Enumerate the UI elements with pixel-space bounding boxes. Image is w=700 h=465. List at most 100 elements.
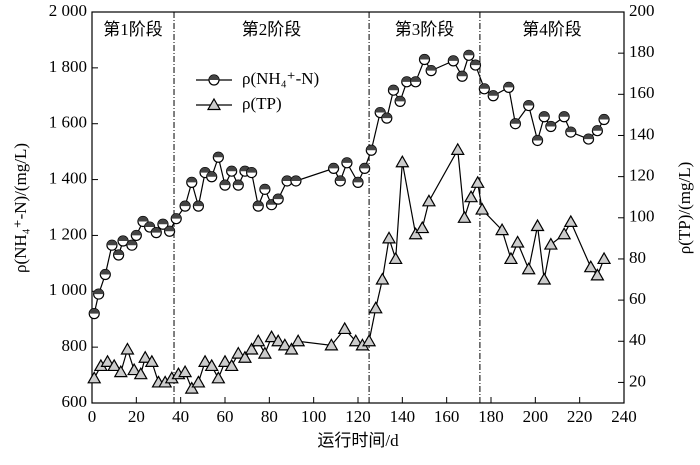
- data-point: [113, 364, 128, 378]
- y2-tick-label: 80: [629, 248, 646, 267]
- data-point: [133, 366, 148, 380]
- data-point: [447, 55, 459, 67]
- data-point: [410, 76, 422, 88]
- y2-axis-label: ρ(TP)/(mg/L): [675, 162, 694, 255]
- data-point: [381, 231, 397, 244]
- data-point: [126, 239, 138, 251]
- y2-tick-label: 100: [629, 207, 655, 226]
- data-point: [281, 175, 293, 187]
- y2-tick-label: 120: [629, 166, 655, 185]
- data-point: [545, 120, 557, 133]
- data-point: [388, 251, 403, 265]
- legend-marker: [206, 97, 222, 111]
- x-tick-label: 80: [261, 407, 278, 426]
- y2-tick-label: 140: [629, 124, 655, 143]
- series-line: [93, 53, 605, 314]
- data-point: [157, 218, 169, 230]
- data-point: [244, 342, 259, 355]
- y-tick-label: 1 000: [49, 280, 87, 299]
- data-point: [212, 151, 224, 163]
- data-point: [418, 53, 431, 66]
- data-point: [359, 162, 371, 174]
- data-point: [365, 144, 377, 156]
- data-point: [521, 262, 536, 275]
- legend-marker: [208, 74, 220, 86]
- data-point: [591, 125, 604, 137]
- data-point: [457, 210, 472, 223]
- data-point: [186, 176, 198, 188]
- data-point: [583, 259, 598, 273]
- data-point: [523, 99, 535, 112]
- y-tick-label: 800: [62, 336, 88, 355]
- data-point: [217, 354, 233, 367]
- y-tick-label: 1 200: [49, 224, 87, 243]
- data-point: [503, 81, 515, 94]
- data-point: [284, 342, 299, 355]
- data-point: [206, 171, 218, 183]
- data-point: [510, 235, 525, 248]
- data-point: [232, 179, 244, 191]
- data-point: [597, 251, 612, 265]
- y-tick-label: 2 000: [49, 1, 87, 20]
- x-tick-label: 240: [611, 407, 637, 426]
- y-tick-label: 1 600: [49, 113, 87, 132]
- data-point: [252, 200, 264, 212]
- data-point: [469, 59, 482, 71]
- legend-label: ρ(TP): [242, 94, 282, 113]
- data-point: [425, 65, 437, 77]
- data-point: [503, 251, 518, 265]
- data-point: [470, 175, 485, 188]
- data-point: [582, 133, 595, 145]
- y-tick-label: 600: [62, 392, 88, 411]
- data-point: [464, 190, 479, 203]
- phase-label: 第3阶段: [395, 20, 455, 39]
- data-point: [368, 301, 383, 314]
- data-point: [226, 165, 238, 177]
- data-point: [563, 214, 578, 228]
- data-point: [456, 70, 468, 82]
- data-point: [224, 358, 239, 372]
- data-point: [179, 200, 191, 212]
- data-point: [334, 175, 346, 187]
- data-point: [272, 193, 284, 205]
- data-point: [381, 112, 393, 124]
- x-axis-label: 运行时间/d: [317, 431, 399, 450]
- data-point: [178, 364, 193, 378]
- phase-label: 第4阶段: [522, 20, 582, 39]
- data-point: [537, 272, 552, 285]
- data-point: [138, 350, 153, 363]
- data-point: [530, 218, 545, 232]
- x-tick-label: 160: [434, 407, 460, 426]
- data-point: [100, 354, 115, 367]
- data-point: [211, 371, 226, 384]
- data-point: [192, 200, 204, 212]
- data-point: [117, 235, 129, 247]
- data-point: [99, 268, 111, 281]
- data-point: [352, 176, 364, 188]
- data-point: [264, 329, 279, 343]
- data-point: [395, 155, 410, 168]
- data-point: [290, 175, 302, 187]
- x-tick-label: 20: [128, 407, 145, 426]
- data-point: [191, 375, 206, 388]
- y-axis-label: ρ(NH₄⁺-N)/(mg/L): [11, 143, 30, 273]
- data-point: [170, 213, 182, 225]
- data-point: [328, 162, 340, 174]
- data-point: [531, 134, 544, 147]
- data-point: [120, 342, 135, 355]
- data-point: [394, 95, 406, 107]
- phase-label: 第1阶段: [103, 20, 163, 39]
- data-point: [93, 288, 105, 300]
- data-point: [259, 183, 271, 195]
- x-tick-label: 40: [172, 407, 189, 426]
- x-tick-label: 100: [301, 407, 327, 426]
- data-point: [198, 354, 213, 367]
- data-point: [251, 334, 266, 347]
- x-tick-label: 120: [345, 407, 371, 426]
- x-tick-label: 60: [217, 407, 234, 426]
- y-tick-label: 1 400: [49, 168, 87, 187]
- data-point: [184, 381, 199, 394]
- data-point: [163, 225, 176, 237]
- data-point: [348, 334, 363, 347]
- y2-tick-label: 200: [629, 1, 655, 20]
